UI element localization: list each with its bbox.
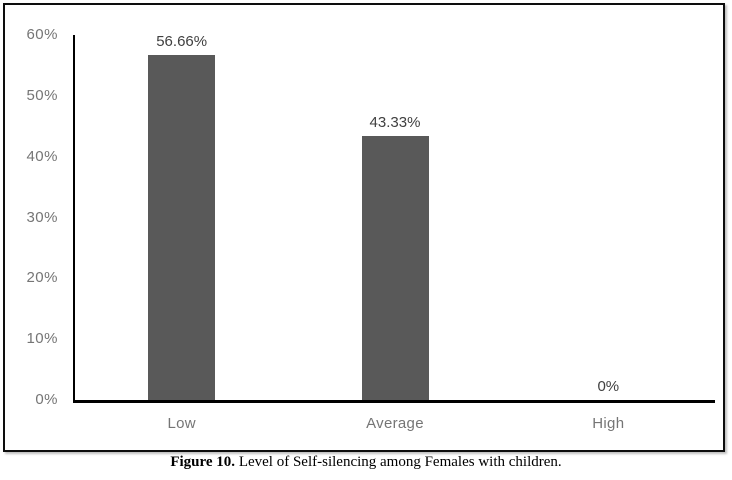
figure-caption: Figure 10. Level of Self-silencing among…: [0, 454, 732, 471]
bar-average: [361, 136, 429, 400]
y-tick-label: 40%: [26, 147, 58, 165]
x-category-label: Average: [366, 415, 424, 432]
x-category-label: High: [592, 415, 625, 432]
caption-text: Level of Self-silencing among Females wi…: [235, 454, 562, 470]
bar-data-label: 56.66%: [156, 33, 208, 51]
bar-low: [148, 55, 216, 400]
y-tick-label: 30%: [26, 208, 58, 226]
chart-figure-box: 56.66% Low 43.33% Average 0% High 0% 10% 20% 30%…: [3, 3, 725, 452]
plot-area: 56.66% Low 43.33% Average 0% High: [73, 33, 715, 432]
y-tick-label: 10%: [26, 330, 58, 348]
y-tick-label: 50%: [26, 86, 58, 104]
bar-data-label: 0%: [597, 378, 620, 395]
y-tick-label: 0%: [35, 391, 58, 408]
bar-data-label: 43.33%: [369, 114, 421, 132]
caption-label: Figure 10.: [170, 454, 236, 470]
y-tick-label: 20%: [26, 269, 58, 287]
x-category-label: Low: [167, 415, 196, 432]
y-tick-label: 60%: [26, 26, 58, 43]
